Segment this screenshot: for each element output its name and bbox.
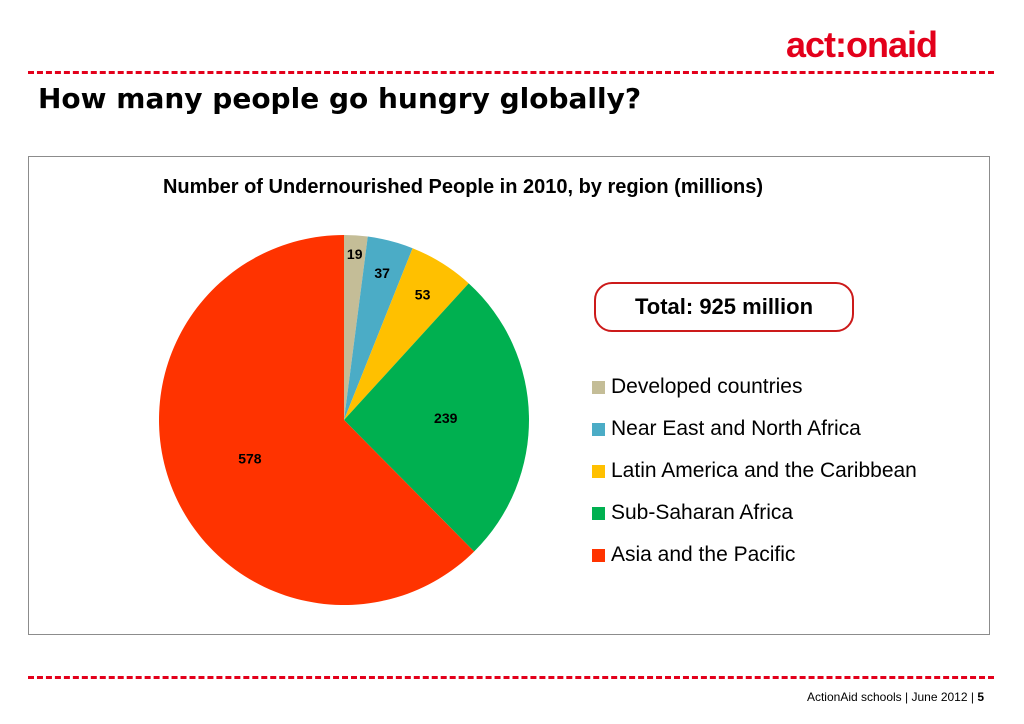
legend-swatch [592,464,605,478]
legend-label: Developed countries [611,375,803,398]
legend-swatch [592,422,605,436]
legend-item: Near East and North Africa [592,408,982,450]
pie-slice-asia-and-the-pacific [159,235,475,605]
data-label-latin-america-and-the-caribbean: 53 [415,287,431,303]
legend-label: Sub-Saharan Africa [611,501,794,524]
pie-slice-near-east-and-north-africa [344,236,413,420]
legend-item: Asia and the Pacific [592,534,982,576]
legend-label: Latin America and the Caribbean [611,459,917,482]
data-label-sub-saharan-africa: 239 [434,410,458,426]
header-divider [28,71,994,74]
pie-slice-developed-countries [344,235,368,420]
pie-slice-sub-saharan-africa [344,283,529,552]
pie-slice-latin-america-and-the-caribbean [344,248,469,420]
page-title: How many people go hungry globally? [38,82,642,115]
footer-divider [28,676,994,679]
legend-item: Latin America and the Caribbean [592,450,982,492]
data-label-developed-countries: 19 [347,246,363,262]
pie-chart: 19 37 53 239 578 [159,235,529,605]
legend-swatch [592,548,605,562]
actionaid-logo: act:onaid [786,24,938,65]
total-callout: Total: 925 million [594,282,854,332]
page-number: 5 [977,690,984,704]
footer: ActionAid schools | June 2012 | 5 [807,690,984,704]
legend-label: Asia and the Pacific [611,543,796,566]
legend-label: Near East and North Africa [611,417,861,440]
footer-text: ActionAid schools | June 2012 | [806,690,978,704]
legend-swatch [592,380,605,394]
legend-item: Developed countries [592,366,982,408]
data-label-asia-and-the-pacific: 578 [238,451,262,467]
data-label-near-east-and-north-africa: 37 [374,265,390,281]
chart-legend: Developed countries Near East and North … [592,366,982,576]
legend-swatch [592,506,605,520]
chart-title: Number of Undernourished People in 2010,… [162,176,764,198]
legend-item: Sub-Saharan Africa [592,492,982,534]
